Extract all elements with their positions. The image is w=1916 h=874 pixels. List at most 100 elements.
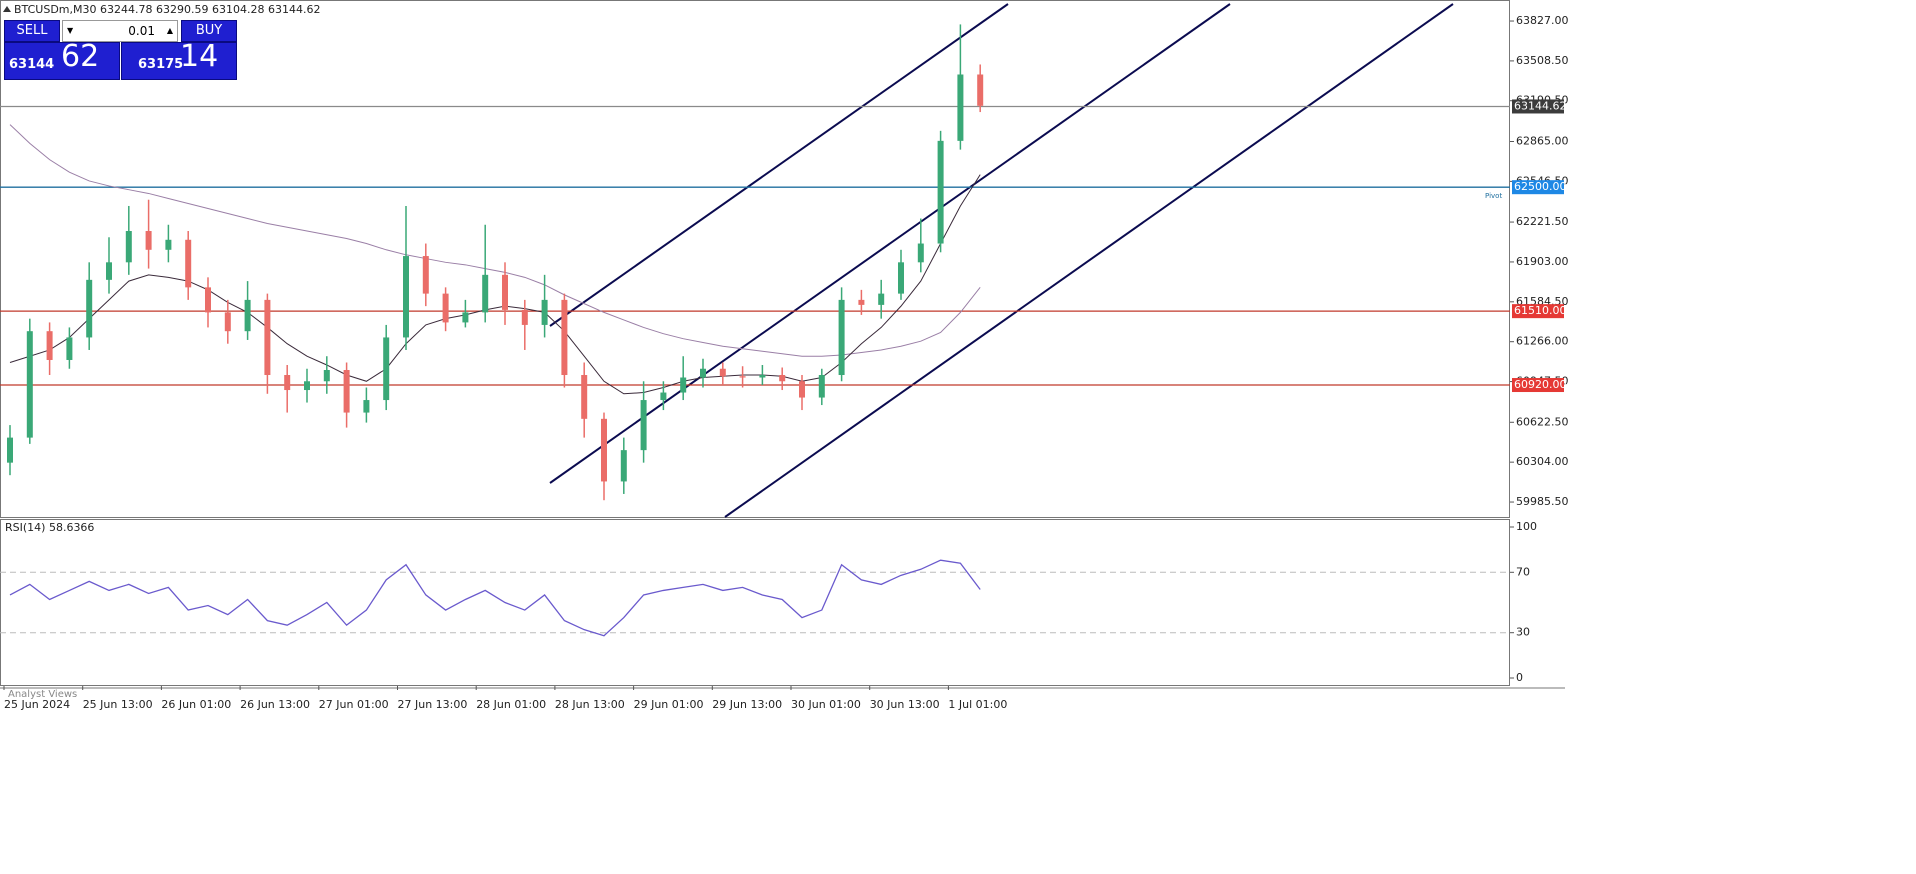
candle-body (422, 256, 429, 294)
lot-value: 0.01 (128, 24, 155, 38)
candle-body (482, 274, 489, 313)
candle-body (145, 231, 152, 250)
price-label: 63144.62 (1514, 99, 1567, 112)
candle-body (838, 299, 845, 376)
candle-body (680, 377, 687, 393)
candle-body (521, 309, 528, 325)
candle-body (185, 239, 192, 288)
candle-body (244, 299, 251, 332)
candle-body (937, 140, 944, 244)
line-note: Pivot (1485, 192, 1502, 200)
candle-body (224, 312, 231, 332)
candle-body (343, 369, 350, 413)
x-tick-label: 25 Jun 13:00 (83, 698, 153, 711)
x-tick-label: 1 Jul 01:00 (948, 698, 1007, 711)
candle-body (86, 279, 93, 338)
moving-average (9, 174, 981, 395)
candle-body (403, 256, 409, 338)
lot-input[interactable]: ▼ 0.01 ▲ (62, 20, 178, 42)
rsi-tick-label: 100 (1516, 520, 1537, 533)
ask-box[interactable]: 63175 14 (121, 39, 237, 80)
rsi-tick-label: 70 (1516, 565, 1530, 578)
candle-body (106, 262, 112, 280)
candle-body (739, 376, 746, 378)
y-tick-label: 62221.50 (1516, 215, 1569, 228)
candle-body (858, 299, 865, 305)
lot-down[interactable]: ▼ (67, 26, 74, 35)
ask-main: 63175 (138, 57, 184, 72)
lot-up[interactable]: ▲ (166, 26, 173, 35)
y-tick-label: 62865.00 (1516, 134, 1569, 147)
y-tick-label: 61266.00 (1516, 335, 1569, 348)
moving-average (9, 124, 981, 357)
candle-body (799, 381, 805, 398)
sell-button[interactable]: SELL (4, 20, 60, 42)
candle-body (442, 293, 449, 323)
bid-box[interactable]: 63144 62 (4, 39, 120, 80)
candle-body (977, 74, 984, 106)
header: BTCUSDm,M30 63244.78 63290.59 63104.28 6… (14, 3, 320, 16)
rsi-tick-label: 30 (1516, 626, 1530, 639)
x-tick-label: 26 Jun 13:00 (240, 698, 310, 711)
candle-body (917, 243, 924, 263)
price-label-bg (1512, 378, 1564, 393)
trade-panel: SELL ▼ 0.01 ▲ BUY 63144 62 63175 14 (4, 20, 237, 80)
rsi-frame (0, 519, 1510, 686)
rsi-title: RSI(14) 58.6366 (5, 521, 94, 534)
price-label: 62500.00 (1514, 180, 1567, 193)
y-tick-label: 63827.00 (1516, 14, 1569, 27)
x-tick-label: 29 Jun 01:00 (634, 698, 704, 711)
x-tick-label: 27 Jun 13:00 (398, 698, 468, 711)
buy-button[interactable]: BUY (181, 20, 237, 42)
y-tick-label: 60622.50 (1516, 415, 1569, 428)
candle-body (66, 337, 73, 360)
x-tick-label: 30 Jun 13:00 (870, 698, 940, 711)
candle-body (561, 299, 568, 376)
channel-line (724, 3, 1454, 518)
x-tick-label: 30 Jun 01:00 (791, 698, 861, 711)
channel-line (549, 3, 1231, 484)
candle-body (541, 299, 548, 325)
ask-tail: 14 (180, 39, 219, 74)
candle-body (304, 381, 310, 391)
candle-body (719, 368, 726, 377)
candle-body (779, 375, 786, 382)
price-label-bg (1512, 99, 1564, 114)
candle-body (601, 418, 607, 482)
price-label-bg (1512, 180, 1564, 195)
x-tick-label: 28 Jun 01:00 (476, 698, 546, 711)
price-label-bg (1512, 304, 1564, 319)
candle-body (660, 392, 667, 401)
x-tick-label: 29 Jun 13:00 (712, 698, 782, 711)
rsi-tick-label: 0 (1516, 671, 1523, 684)
candle-body (323, 369, 330, 382)
candle-body (759, 375, 766, 378)
candle-body (700, 368, 706, 378)
candle-body (581, 375, 588, 419)
candle-body (383, 337, 390, 401)
candle-body (165, 239, 172, 250)
candle-body (46, 331, 53, 360)
y-tick-label: 60304.00 (1516, 455, 1569, 468)
candle-body (957, 74, 964, 141)
price-label: 60920.00 (1514, 378, 1567, 391)
channel-line (549, 3, 1009, 327)
candle-body (125, 231, 132, 263)
y-tick-label: 61903.00 (1516, 255, 1569, 268)
candle-body (462, 312, 469, 323)
footer: Analyst Views (8, 689, 77, 700)
x-tick-label: 25 Jun 2024 (4, 698, 70, 711)
candle-body (284, 375, 291, 391)
candle-body (363, 400, 370, 413)
candle-body (620, 450, 627, 482)
bid-tail: 62 (61, 39, 100, 74)
x-tick-label: 26 Jun 01:00 (161, 698, 231, 711)
candle-body (264, 299, 271, 376)
bid-main: 63144 (9, 57, 55, 72)
candle-body (205, 287, 211, 313)
candle-body (502, 274, 508, 310)
candle-body (26, 331, 33, 438)
candle-body (640, 400, 647, 451)
rsi-line (9, 559, 981, 637)
